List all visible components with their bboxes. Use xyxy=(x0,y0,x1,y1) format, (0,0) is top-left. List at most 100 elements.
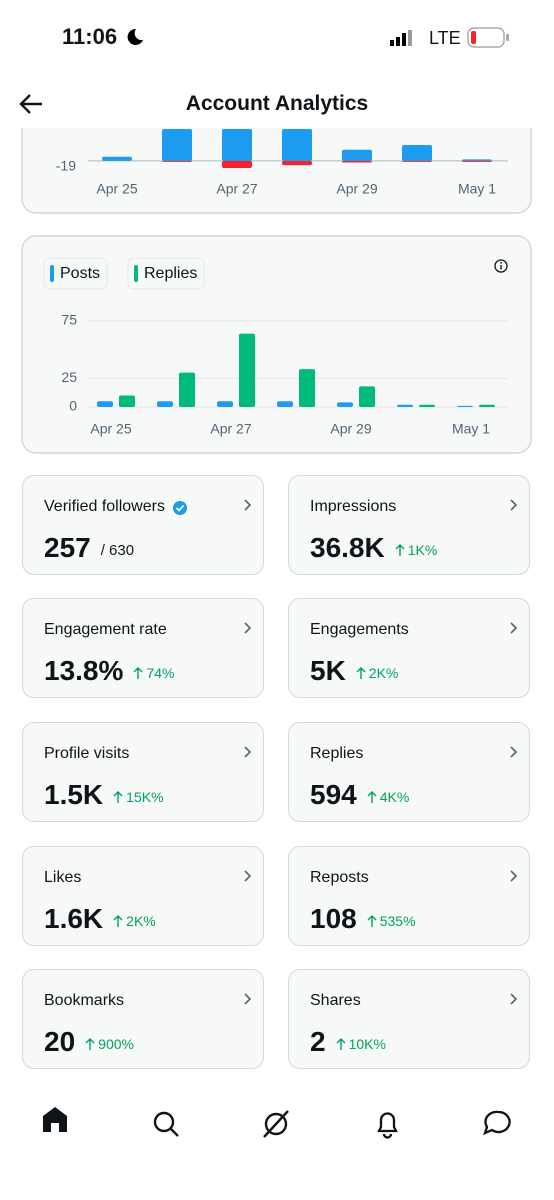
up-arrow-path xyxy=(367,915,377,927)
up-arrow xyxy=(367,791,377,803)
bar xyxy=(222,129,252,161)
legend-swatch xyxy=(50,265,54,282)
charts: -19 Apr 25 Apr 27 Apr 29 May 1 0 25 75 Apr 25 Ap… xyxy=(21,128,532,454)
metric-card[interactable]: Replies 594 4K% xyxy=(288,722,530,822)
card-total: / 630 xyxy=(100,542,135,559)
bar xyxy=(397,404,413,407)
chevron-path xyxy=(244,622,252,634)
card-value: 594 xyxy=(310,779,357,810)
bar xyxy=(157,401,173,407)
card-label: Profile visits xyxy=(44,745,130,762)
bar xyxy=(102,156,132,161)
chevron xyxy=(510,993,518,1005)
metric-card[interactable]: Engagements 5K 2K% xyxy=(288,598,530,698)
up-arrow xyxy=(395,544,405,556)
nav-messages[interactable] xyxy=(483,1110,511,1136)
chevron-path xyxy=(510,993,518,1005)
metric-card[interactable]: Likes 1.6K 2K% xyxy=(22,846,264,946)
bar xyxy=(337,402,353,407)
card-label: Likes xyxy=(44,869,82,886)
card-change: 535% xyxy=(379,913,416,929)
up-arrow-path xyxy=(113,791,123,803)
posts-replies-chart: 0 25 75 Apr 25 Apr 27 Apr 29 May 1 Posts Replies xyxy=(43,257,508,437)
bar xyxy=(162,160,192,162)
bar xyxy=(239,333,255,407)
header-title: Account Analytics xyxy=(185,92,369,115)
legend-box[interactable] xyxy=(43,257,108,290)
chevron xyxy=(244,993,252,1005)
bar xyxy=(282,129,312,161)
up-arrow-path xyxy=(356,667,366,679)
x-tick-label: Apr 27 xyxy=(210,421,251,437)
chevron-path xyxy=(510,870,518,882)
chevron-path xyxy=(510,499,518,511)
bar xyxy=(359,386,375,407)
nav-search[interactable] xyxy=(153,1111,179,1137)
nav-grok[interactable] xyxy=(263,1110,289,1138)
info-icon-dot xyxy=(500,261,502,264)
chevron xyxy=(510,746,518,758)
chevron-path xyxy=(244,499,252,511)
card-value: 1.6K xyxy=(44,903,104,934)
bar xyxy=(419,404,435,407)
signal-icon xyxy=(390,30,412,46)
metric-card[interactable]: Engagement rate 13.8% 74% xyxy=(22,598,264,698)
bar xyxy=(97,401,113,407)
card-change: 1K% xyxy=(407,542,438,558)
x-tick-label: Apr 25 xyxy=(96,181,137,197)
card-change: 74% xyxy=(146,665,175,681)
bar xyxy=(277,401,293,407)
nav-home[interactable] xyxy=(43,1107,67,1132)
bar xyxy=(217,401,233,407)
bar xyxy=(299,369,315,407)
card-label: Engagement rate xyxy=(44,621,167,638)
bar xyxy=(457,405,473,407)
up-arrow xyxy=(113,791,123,803)
card-value: 108 xyxy=(310,903,357,934)
metric-card[interactable]: Bookmarks 20 900% xyxy=(22,969,264,1069)
up-arrow xyxy=(85,1038,95,1050)
chart-card xyxy=(21,235,532,454)
card-label: Bookmarks xyxy=(44,992,125,1009)
x-tick-label: Apr 29 xyxy=(330,421,371,437)
metric-card[interactable]: Impressions 36.8K 1K% xyxy=(288,475,530,575)
legend-label: Posts xyxy=(60,265,100,282)
chevron xyxy=(244,499,252,511)
x-tick-label: Apr 29 xyxy=(336,181,377,197)
bar xyxy=(162,129,192,161)
card-value: 20 xyxy=(44,1026,76,1057)
x-tick-label: May 1 xyxy=(452,421,490,437)
back-button[interactable] xyxy=(18,92,44,116)
metric-card[interactable]: Verified followers 257 / 630 xyxy=(22,475,264,575)
card-label: Verified followers xyxy=(44,498,165,515)
bar xyxy=(342,160,372,163)
verified-badge xyxy=(172,501,187,515)
up-arrow xyxy=(367,915,377,927)
top-chart: -19 Apr 25 Apr 27 Apr 29 May 1 xyxy=(56,129,508,197)
card-value: 13.8% xyxy=(44,655,124,686)
y-tick-label: -19 xyxy=(56,158,76,174)
metric-card[interactable]: Reposts 108 535% xyxy=(288,846,530,946)
metric-card[interactable]: Shares 2 10K% xyxy=(288,969,530,1069)
x-tick-label: Apr 27 xyxy=(216,181,257,197)
y-tick-label: 75 xyxy=(61,312,77,328)
card-value: 2 xyxy=(310,1026,326,1057)
status-network: LTE xyxy=(429,28,461,48)
up-arrow-path xyxy=(85,1038,95,1050)
top-chart-clip: -19 Apr 25 Apr 27 Apr 29 May 1 xyxy=(21,128,532,214)
nav-notifications[interactable] xyxy=(377,1112,398,1139)
metric-card[interactable]: Profile visits 1.5K 15K% xyxy=(22,722,264,822)
up-arrow-path xyxy=(367,791,377,803)
bar xyxy=(462,160,492,162)
bar xyxy=(179,372,195,407)
chevron xyxy=(244,746,252,758)
card-change: 2K% xyxy=(126,913,156,929)
card-value: 1.5K xyxy=(44,779,104,810)
legend-box[interactable] xyxy=(127,257,205,290)
info-icon[interactable] xyxy=(494,259,508,273)
card-label: Shares xyxy=(310,992,361,1009)
battery-icon xyxy=(467,27,509,48)
chevron xyxy=(510,870,518,882)
card-change: 4K% xyxy=(379,789,410,805)
x-tick-label: May 1 xyxy=(458,181,496,197)
